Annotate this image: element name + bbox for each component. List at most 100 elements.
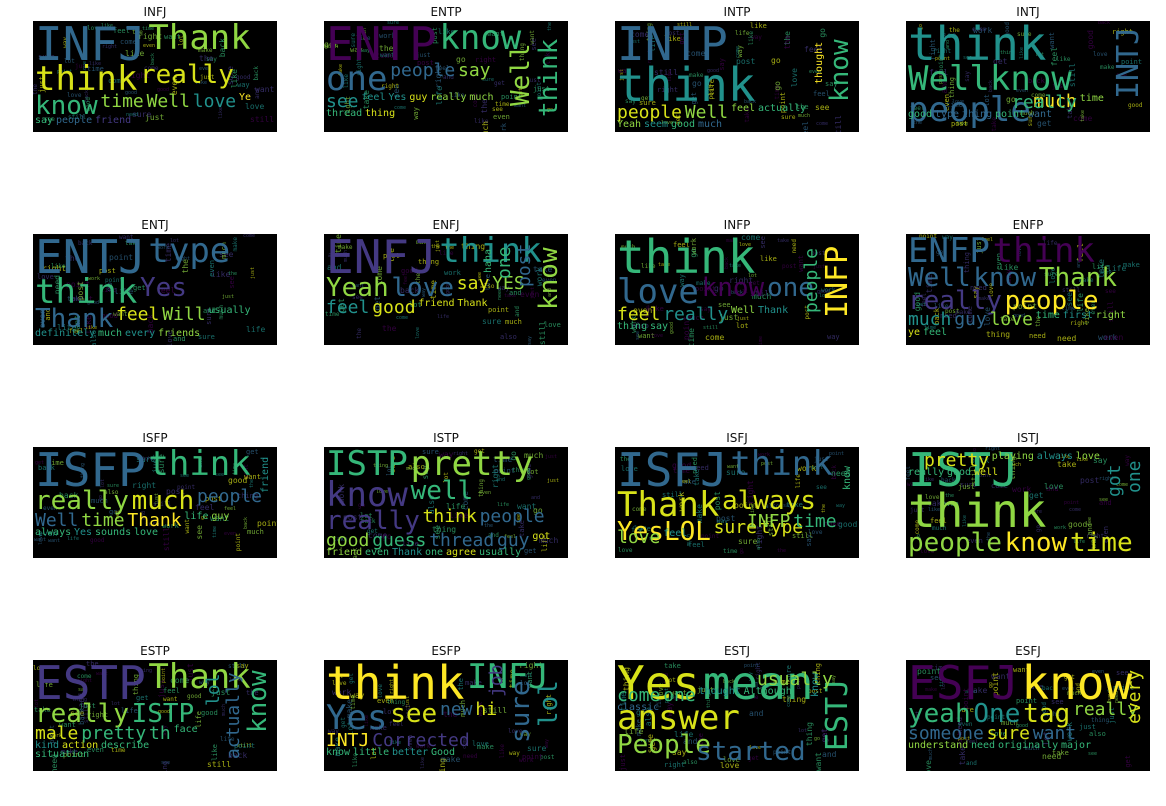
wordcloud-filler-word: sure <box>198 333 215 341</box>
wordcloud-word: friend <box>326 546 363 558</box>
wordcloud-word: actually <box>223 672 244 759</box>
wordcloud-word: every <box>125 328 156 340</box>
wordcloud-filler-word: thing <box>986 330 1011 339</box>
wordcloud-filler-word: sure <box>145 521 160 528</box>
wordcloud-word: know <box>810 672 821 697</box>
wordcloud-word: ENFP <box>908 234 990 271</box>
wordcloud-word: got <box>1104 464 1125 498</box>
wordcloud-word: think <box>908 21 1047 71</box>
wordcloud-canvas: go life point life life post good feel just come s… <box>615 21 859 132</box>
wordcloud-filler-word: still <box>703 325 719 331</box>
wordcloud-filler-word: make <box>61 748 78 756</box>
wordcloud-filler-word: life <box>446 502 466 511</box>
wordcloud-word: Thank <box>758 305 789 316</box>
wordcloud-filler-word: right <box>139 456 155 462</box>
wordcloud-word: much <box>698 119 723 130</box>
wordcloud-word: type <box>148 234 231 271</box>
wordcloud-word: people <box>479 506 545 528</box>
wordcloud-canvas: right right just sure sure thing take come say ge… <box>615 660 859 771</box>
wordcloud-word: think <box>617 58 756 113</box>
wordcloud-filler-word: see <box>44 116 55 123</box>
wordcloud-filler-word: still <box>228 663 247 670</box>
wordcloud-filler-word: go <box>547 107 554 113</box>
wordcloud-word: really <box>35 699 129 730</box>
wordcloud-canvas: life come get sure go back lot also just thing thi… <box>324 447 568 558</box>
wordcloud-filler-word: take <box>673 696 686 702</box>
wordcloud-word: know <box>439 21 522 58</box>
wordcloud-word: good <box>671 119 696 130</box>
wordcloud-filler-word: sure <box>738 537 758 546</box>
wordcloud-filler-word: make <box>232 237 239 252</box>
wordcloud-filler-word: still <box>250 115 275 124</box>
wordcloud-filler-word: sure <box>639 99 656 107</box>
wordcloud-filler-word: want <box>1013 666 1030 674</box>
wordcloud-filler-word: and <box>749 709 764 718</box>
wordcloud-word: people <box>617 101 683 123</box>
wordcloud-filler-word: still <box>750 289 775 298</box>
wordcloud-word: much <box>131 486 195 517</box>
wordcloud-filler-word: love <box>245 102 265 111</box>
wordcloud-filler-word: make <box>416 239 431 246</box>
wordcloud-filler-word: get <box>993 57 1008 66</box>
wordcloud-filler-word: want <box>119 234 134 241</box>
wordcloud-filler-word: go <box>692 79 702 88</box>
panel-title: ESFJ <box>1015 644 1041 658</box>
wordcloud-filler-word: make <box>370 724 387 732</box>
wordcloud-filler-word: go <box>109 508 118 516</box>
wordcloud-filler-word: and <box>327 263 342 272</box>
wordcloud-filler-word: the <box>547 22 553 32</box>
wordcloud-word: agree <box>446 546 477 558</box>
wordcloud-word: started <box>696 737 806 767</box>
wordcloud-filler-word: lot <box>111 701 121 707</box>
wordcloud-filler-word: like <box>760 255 777 263</box>
wordcloud-filler-word: also <box>756 538 762 551</box>
wordcloud-word: Thank <box>148 660 251 697</box>
wordcloud-filler-word: make <box>956 309 971 316</box>
wordcloud-word: someone <box>908 722 984 744</box>
wordcloud-filler-word: point <box>695 285 717 293</box>
wordcloud-word: know <box>1021 660 1133 710</box>
wordcloud-canvas: thing right the also feel see go love the come com… <box>906 447 1150 558</box>
wordcloud-canvas: still take just the the right back come feel make… <box>615 447 859 558</box>
wordcloud-word: one <box>663 685 696 707</box>
wordcloud-filler-word: even <box>1092 669 1105 675</box>
wordcloud-filler-word: post <box>343 513 363 522</box>
wordcloud-word: Well <box>146 91 190 112</box>
wordcloud-word: Yeah <box>617 119 642 130</box>
wordcloud-filler-word: post <box>945 308 960 315</box>
wordcloud-filler-word: right <box>729 276 754 285</box>
wordcloud-filler-word: thing <box>782 695 807 704</box>
wordcloud-word: Yes <box>617 660 701 710</box>
wordcloud-filler-word: good <box>1086 30 1095 50</box>
wordcloud-filler-word: come <box>1031 92 1046 99</box>
wordcloud-filler-word: take <box>504 293 517 299</box>
wordcloud-filler-word: lot <box>409 301 422 309</box>
wordcloud-filler-word: the <box>796 103 809 111</box>
wordcloud-filler-word: life <box>1073 539 1086 545</box>
wordcloud-filler-word: go <box>814 736 821 742</box>
wordcloud-word: Yes <box>74 527 93 538</box>
wordcloud-filler-word: point <box>235 533 242 552</box>
wordcloud-filler-word: right <box>1070 320 1089 327</box>
wordcloud-filler-word: time <box>495 101 510 108</box>
wordcloud-filler-word: post <box>736 57 756 66</box>
wordcloud-word: always <box>35 527 72 538</box>
wordcloud-word: Thank <box>392 546 423 558</box>
wordcloud-filler-word: much <box>932 525 947 532</box>
wordcloud-word: know <box>842 466 853 491</box>
wordcloud-panel-intj: INTJ take come right love time back feel take sur… <box>906 4 1150 132</box>
wordcloud-filler-word: like <box>211 270 231 279</box>
wordcloud-word: pretty <box>81 722 147 744</box>
wordcloud-word: feel <box>663 528 688 540</box>
wordcloud-filler-word: come <box>375 51 395 60</box>
wordcloud-filler-word: make <box>477 743 494 751</box>
wordcloud-filler-word: lot <box>334 674 344 680</box>
wordcloud-filler-word: way <box>618 67 631 75</box>
wordcloud-filler-word: feel <box>69 328 84 335</box>
wordcloud-filler-word: point <box>917 667 942 676</box>
wordcloud-filler-word: get <box>1029 491 1044 500</box>
wordcloud-filler-word: see <box>1088 751 1098 757</box>
wordcloud-word: good <box>326 529 370 551</box>
wordcloud-filler-word: get <box>367 528 378 535</box>
wordcloud-filler-word: also <box>408 463 425 471</box>
